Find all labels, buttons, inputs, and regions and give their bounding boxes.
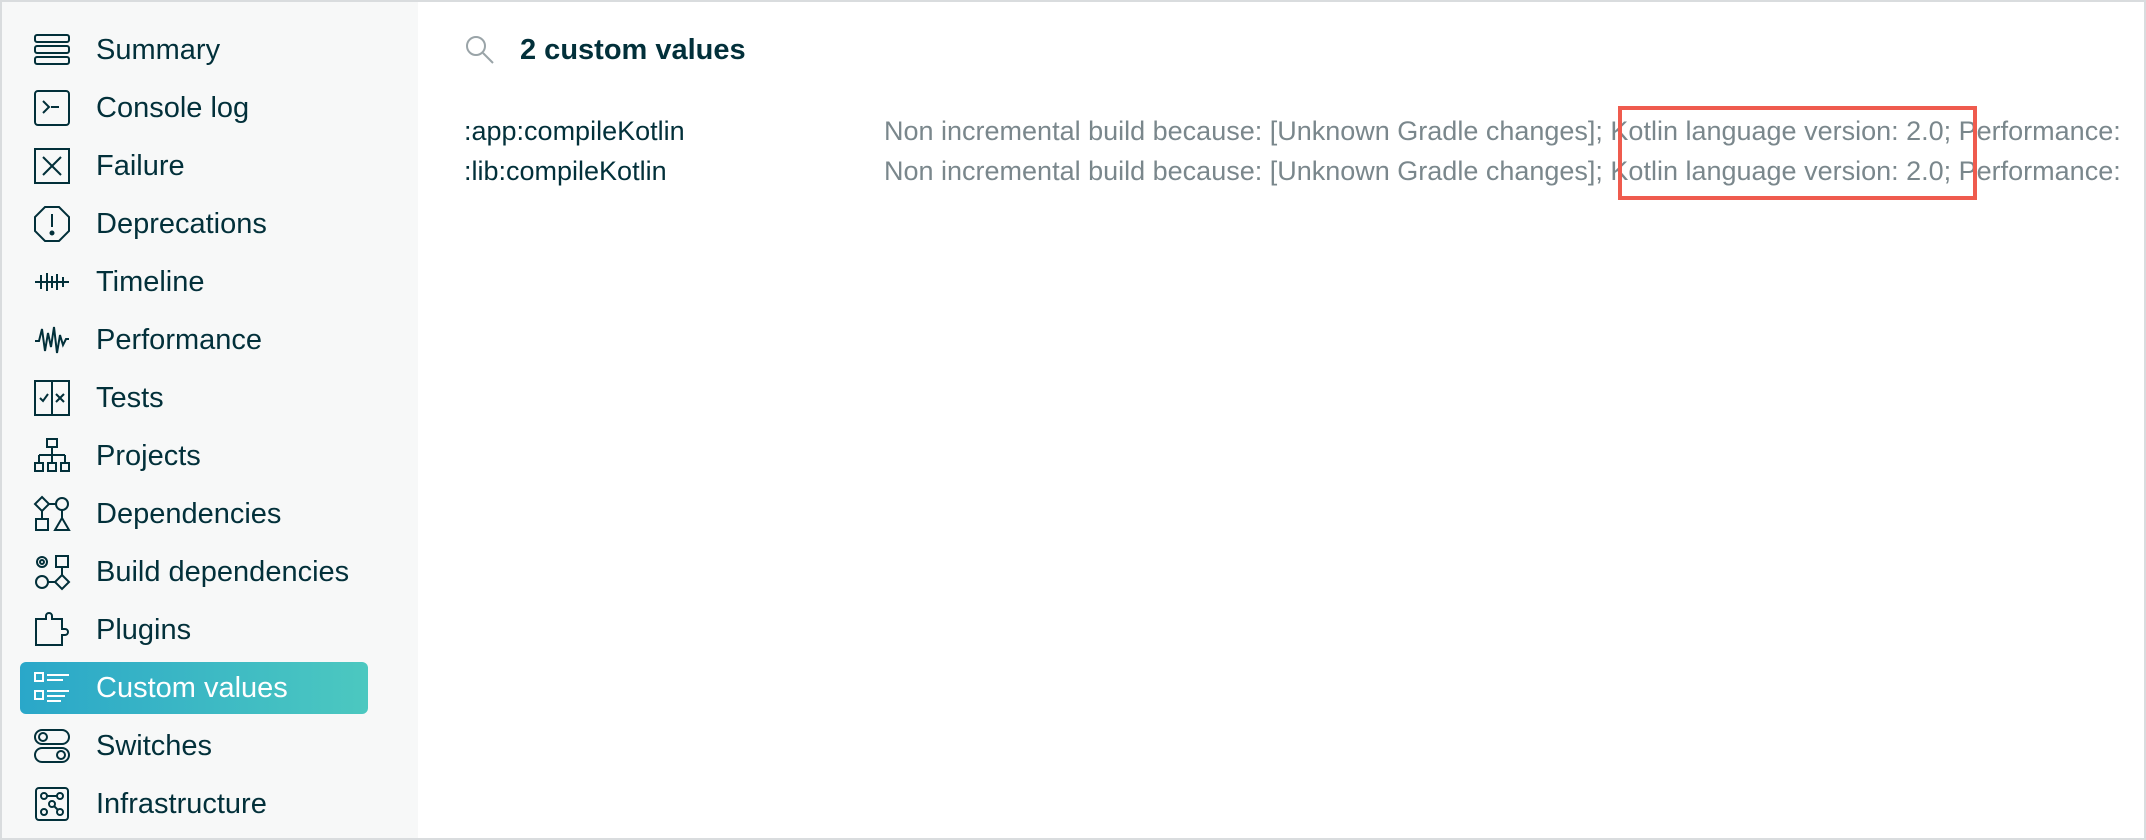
build-dependencies-icon	[32, 552, 72, 592]
infrastructure-icon	[32, 784, 72, 824]
sidebar-item-tests[interactable]: Tests	[20, 372, 368, 424]
sidebar-item-label: Projects	[96, 439, 201, 472]
tests-icon	[32, 378, 72, 418]
custom-value: Non incremental build because: [Unknown …	[884, 116, 2121, 146]
deprecation-icon	[32, 204, 72, 244]
sidebar-item-label: Console log	[96, 91, 250, 124]
sidebar-item-performance[interactable]: Performance	[20, 314, 368, 366]
console-icon	[32, 88, 72, 128]
sidebar-item-label: Summary	[96, 33, 221, 66]
sidebar-item-label: Switches	[96, 729, 213, 762]
search-icon[interactable]	[464, 34, 496, 66]
task-name[interactable]: :lib:compileKotlin	[464, 156, 667, 186]
sidebar-item-label: Deprecations	[96, 207, 267, 240]
sidebar-item-build-dependencies[interactable]: Build dependencies	[20, 546, 368, 598]
sidebar-item-infrastructure[interactable]: Infrastructure	[20, 778, 368, 830]
sidebar-item-label: Build dependencies	[96, 555, 350, 588]
sidebar-item-label: Timeline	[96, 265, 205, 298]
sidebar-item-failure[interactable]: Failure	[20, 140, 368, 192]
search-header: 2 custom values	[464, 30, 746, 70]
failure-icon	[32, 146, 72, 186]
summary-icon	[32, 30, 72, 70]
projects-icon	[32, 436, 72, 476]
sidebar-item-label: Dependencies	[96, 497, 282, 530]
sidebar-item-deprecations[interactable]: Deprecations	[20, 198, 368, 250]
sidebar-item-projects[interactable]: Projects	[20, 430, 368, 482]
sidebar-item-custom-values[interactable]: Custom values	[20, 662, 368, 714]
sidebar-item-label: Plugins	[96, 613, 192, 646]
task-name[interactable]: :app:compileKotlin	[464, 116, 685, 146]
sidebar-item-switches[interactable]: Switches	[20, 720, 368, 772]
plugins-icon	[32, 610, 72, 650]
custom-values-icon	[32, 668, 72, 708]
sidebar-item-label: Tests	[96, 381, 164, 414]
page-title: 2 custom values	[520, 33, 746, 66]
main-content: 2 custom values :app:compileKotlin Non i…	[418, 2, 2144, 838]
sidebar-item-label: Infrastructure	[96, 787, 267, 820]
sidebar-item-label: Performance	[96, 323, 263, 356]
sidebar-item-label: Custom values	[96, 671, 288, 704]
sidebar-item-dependencies[interactable]: Dependencies	[20, 488, 368, 540]
sidebar-item-label: Failure	[96, 149, 185, 182]
sidebar-item-summary[interactable]: Summary	[20, 24, 368, 76]
switches-icon	[32, 726, 72, 766]
sidebar-item-plugins[interactable]: Plugins	[20, 604, 368, 656]
timeline-icon	[32, 262, 72, 302]
performance-icon	[32, 320, 72, 360]
dependencies-icon	[32, 494, 72, 534]
sidebar-item-console-log[interactable]: Console log	[20, 82, 368, 134]
custom-value: Non incremental build because: [Unknown …	[884, 156, 2121, 186]
sidebar-item-timeline[interactable]: Timeline	[20, 256, 368, 308]
sidebar: Summary Console log Failure Deprecations…	[2, 2, 418, 838]
